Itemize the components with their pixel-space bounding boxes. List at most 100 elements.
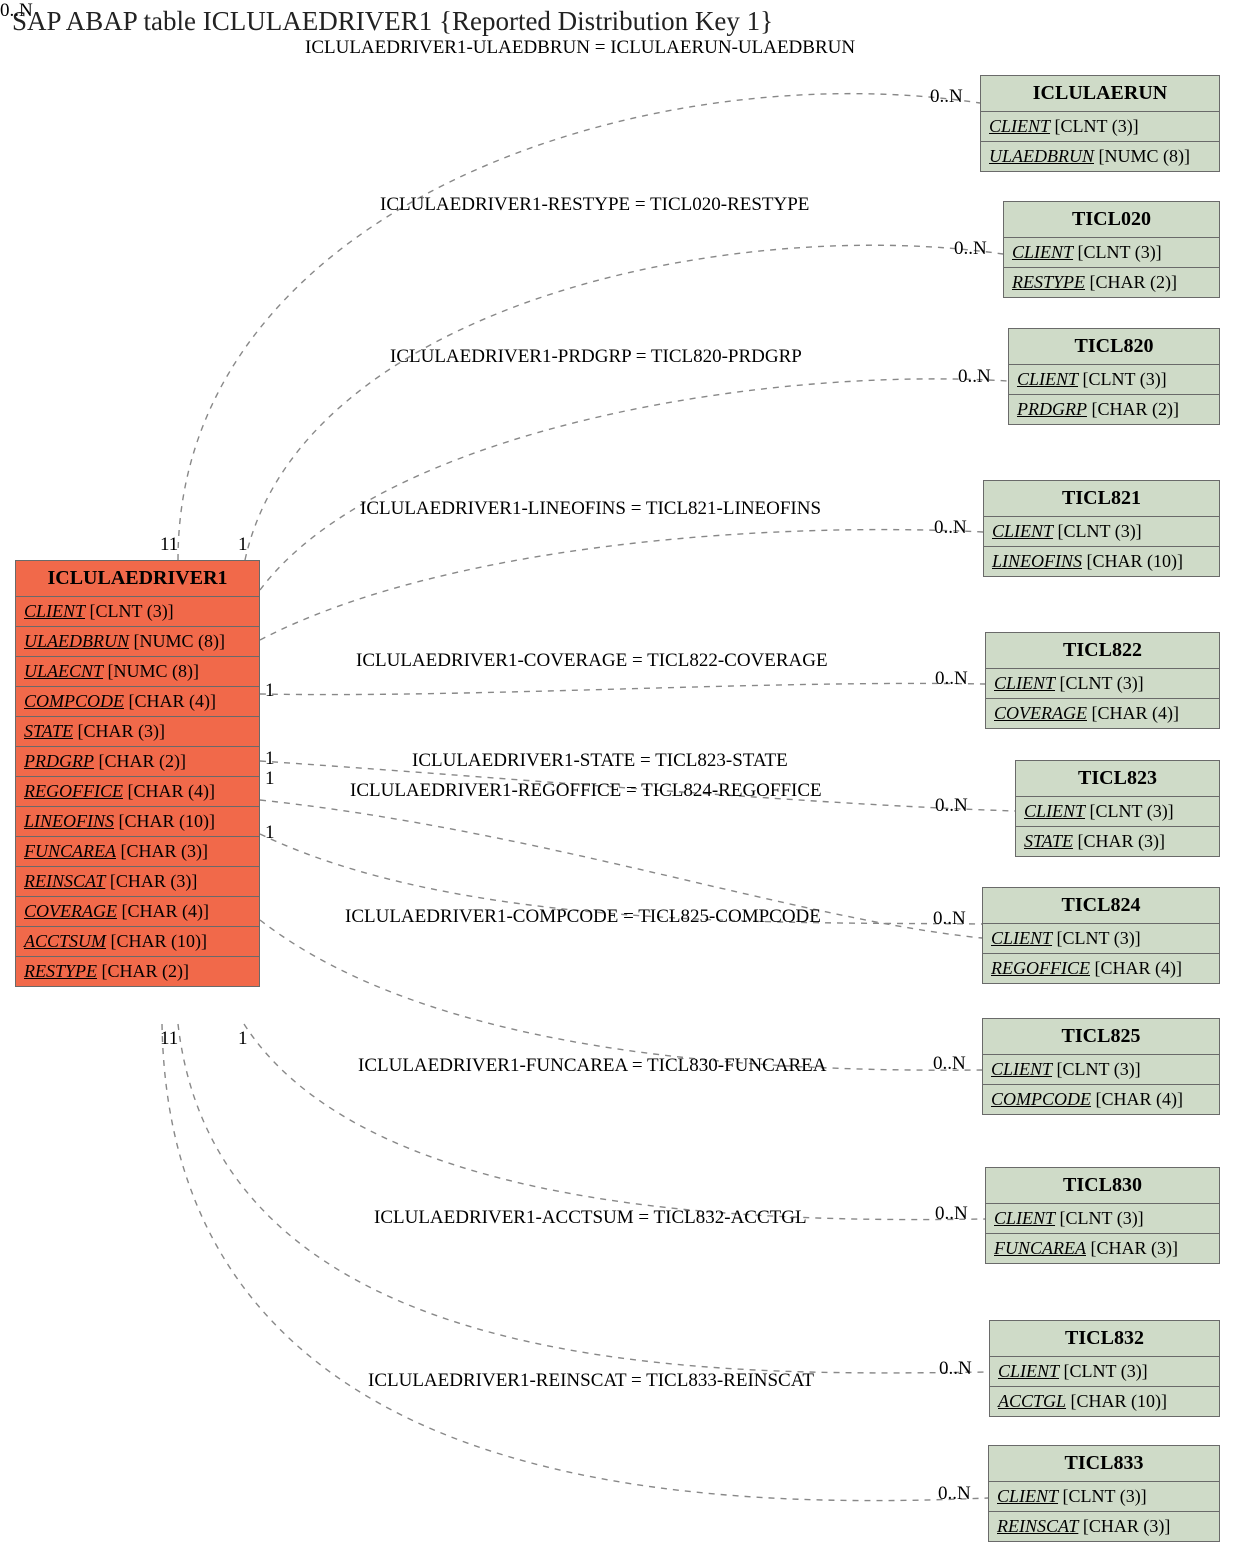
field-type: [CHAR (10)] [1066,1391,1167,1411]
entity-field: LINEOFINS [CHAR (10)] [984,547,1219,576]
field-name: CLIENT [1024,801,1085,821]
field-type: [CHAR (4)] [1090,958,1182,978]
cardinality-src: 1 [238,534,248,556]
relation-edge [260,920,982,1070]
field-name: RESTYPE [24,961,97,981]
er-diagram-stage: SAP ABAP table ICLULAEDRIVER1 {Reported … [0,0,1256,1561]
field-name: ACCTSUM [24,931,106,951]
cardinality-dst: 0..N [954,238,987,260]
field-type: [CHAR (2)] [94,751,186,771]
relation-label: ICLULAEDRIVER1-FUNCAREA = TICL830-FUNCAR… [358,1055,826,1077]
entity-field: ULAECNT [NUMC (8)] [16,657,259,687]
entity-field: RESTYPE [CHAR (2)] [1004,268,1219,297]
field-type: [CLNT (3)] [1052,1059,1141,1079]
field-type: [CHAR (2)] [1087,399,1179,419]
entity-field: REGOFFICE [CHAR (4)] [16,777,259,807]
entity-field: CLIENT [CLNT (3)] [1009,365,1219,395]
field-name: ACCTGL [998,1391,1066,1411]
entity-field: REGOFFICE [CHAR (4)] [983,954,1219,983]
field-type: [NUMC (8)] [129,631,225,651]
field-name: LINEOFINS [992,551,1082,571]
field-type: [CHAR (4)] [1087,703,1179,723]
ref-entity: TICL823 CLIENT [CLNT (3)] STATE [CHAR (3)] [1015,760,1220,857]
entity-header: TICL823 [1016,761,1219,797]
field-name: CLIENT [991,1059,1052,1079]
entity-field: CLIENT [CLNT (3)] [986,1204,1219,1234]
field-name: COMPCODE [991,1089,1091,1109]
entity-field: STATE [CHAR (3)] [16,717,259,747]
entity-header: TICL821 [984,481,1219,517]
field-type: [CLNT (3)] [1085,801,1174,821]
entity-field: FUNCAREA [CHAR (3)] [16,837,259,867]
field-name: CLIENT [998,1361,1059,1381]
ref-entity: TICL832CLIENT [CLNT (3)]ACCTGL [CHAR (10… [989,1320,1220,1417]
entity-field: RESTYPE [CHAR (2)] [16,957,259,986]
entity-field: ACCTSUM [CHAR (10)] [16,927,259,957]
field-name: COMPCODE [24,691,124,711]
cardinality-dst: 0..N [933,1053,966,1075]
entity-header: TICL830 [986,1168,1219,1204]
entity-field: CLIENT [CLNT (3)] [981,112,1219,142]
cardinality-src: 1 [265,768,275,790]
cardinality-dst: 0..N [939,1358,972,1380]
relation-edge [260,530,983,640]
entity-field: CLIENT [CLNT (3)] [984,517,1219,547]
cardinality-dst: 0..N [933,908,966,930]
entity-header: TICL833 [989,1446,1219,1482]
entity-field: STATE [CHAR (3)] [1016,827,1219,856]
entity-field: PRDGRP [CHAR (2)] [1009,395,1219,424]
relation-label: ICLULAEDRIVER1-ACCTSUM = TICL832-ACCTGL [374,1207,807,1229]
field-name: CLIENT [994,1208,1055,1228]
field-name: REINSCAT [24,871,105,891]
field-type: [NUMC (8)] [1094,146,1190,166]
field-type: [CHAR (4)] [117,901,209,921]
page-title: SAP ABAP table ICLULAEDRIVER1 {Reported … [12,6,773,37]
ref-entity: TICL822CLIENT [CLNT (3)]COVERAGE [CHAR (… [985,632,1220,729]
field-name: ULAECNT [24,661,103,681]
entity-header: TICL825 [983,1019,1219,1055]
field-name: CLIENT [1017,369,1078,389]
cardinality-dst: 0..N [935,795,968,817]
entity-field: FUNCAREA [CHAR (3)] [986,1234,1219,1263]
ref-entity: TICL830CLIENT [CLNT (3)]FUNCAREA [CHAR (… [985,1167,1220,1264]
relation-edge [178,94,980,560]
field-name: ULAEDBRUN [24,631,129,651]
field-name: REINSCAT [997,1516,1078,1536]
field-type: [CHAR (10)] [106,931,207,951]
field-type: [CLNT (3)] [1059,1361,1148,1381]
field-type: [CHAR (3)] [1086,1238,1178,1258]
entity-field: CLIENT [CLNT (3)] [990,1357,1219,1387]
field-type: [CHAR (3)] [105,871,197,891]
entity-field: CLIENT [CLNT (3)] [983,924,1219,954]
field-type: [CLNT (3)] [1073,242,1162,262]
relation-edge [162,1024,988,1501]
ref-entity: TICL833CLIENT [CLNT (3)]REINSCAT [CHAR (… [988,1445,1220,1542]
relation-label: ICLULAEDRIVER1-STATE = TICL823-STATE [412,750,788,772]
field-type: [CHAR (10)] [114,811,215,831]
cardinality-dst: 0..N [930,86,963,108]
field-name: PRDGRP [24,751,94,771]
entity-field: LINEOFINS [CHAR (10)] [16,807,259,837]
field-type: [CHAR (4)] [1091,1089,1183,1109]
entity-field: CLIENT [CLNT (3)] [16,597,259,627]
ref-entity: TICL820CLIENT [CLNT (3)]PRDGRP [CHAR (2)… [1008,328,1220,425]
entity-field: REINSCAT [CHAR (3)] [989,1512,1219,1541]
field-type: [CLNT (3)] [1050,116,1139,136]
entity-field: ACCTGL [CHAR (10)] [990,1387,1219,1416]
field-name: REGOFFICE [24,781,123,801]
field-type: [CHAR (4)] [123,781,215,801]
relation-label: ICLULAEDRIVER1-REINSCAT = TICL833-REINSC… [368,1370,814,1392]
field-name: FUNCAREA [994,1238,1086,1258]
field-name: CLIENT [989,116,1050,136]
cardinality-src: 1 [265,680,275,702]
field-name: LINEOFINS [24,811,114,831]
ref-entity: TICL825 CLIENT [CLNT (3)] COMPCODE [CHAR (… [982,1018,1220,1115]
cardinality-src: 1 [238,1028,248,1050]
field-type: [CHAR (2)] [97,961,189,981]
ref-entity: ICLULAERUNCLIENT [CLNT (3)]ULAEDBRUN [NU… [980,75,1220,172]
relation-edge [260,683,985,694]
relation-label: ICLULAEDRIVER1-COVERAGE = TICL822-COVERA… [356,650,828,672]
field-name: COVERAGE [994,703,1087,723]
field-type: [NUMC (8)] [103,661,199,681]
relation-label: ICLULAEDRIVER1-PRDGRP = TICL820-PRDGRP [390,346,802,368]
